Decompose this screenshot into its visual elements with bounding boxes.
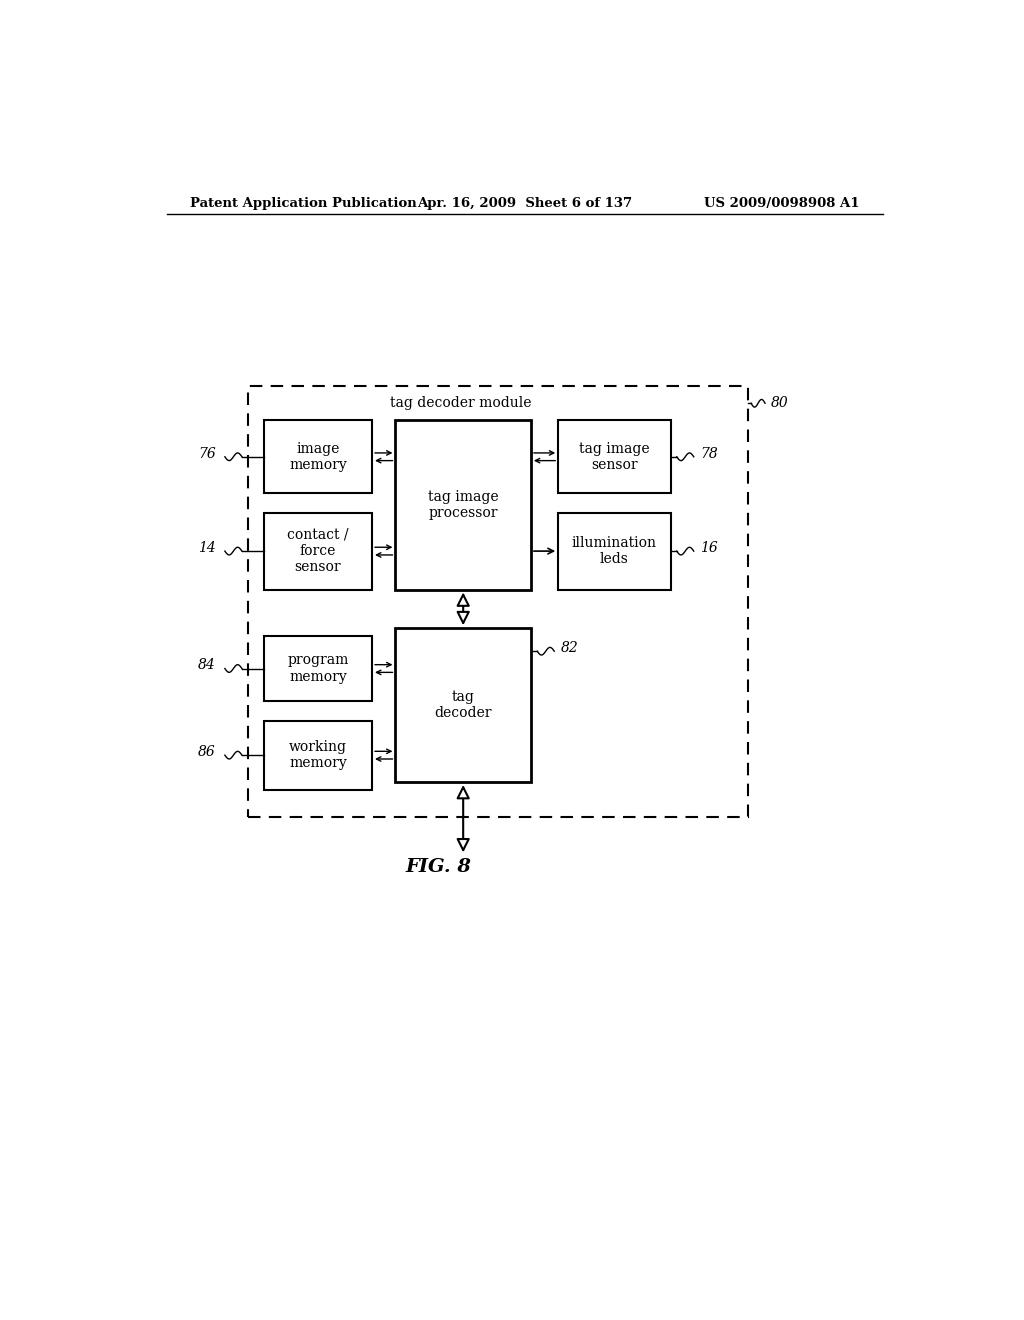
- Text: working
memory: working memory: [289, 741, 347, 771]
- Text: 14: 14: [198, 541, 216, 554]
- Text: 16: 16: [700, 541, 718, 554]
- Text: illumination
leds: illumination leds: [571, 536, 656, 566]
- Text: image
memory: image memory: [289, 442, 347, 471]
- Text: program
memory: program memory: [287, 653, 348, 684]
- Text: 86: 86: [198, 744, 216, 759]
- Text: tag image
sensor: tag image sensor: [579, 442, 649, 471]
- Text: 84: 84: [198, 659, 216, 672]
- Text: tag image
processor: tag image processor: [428, 490, 499, 520]
- Bar: [395, 420, 531, 590]
- Bar: [263, 420, 372, 494]
- Text: FIG. 8: FIG. 8: [406, 858, 471, 875]
- Bar: [263, 636, 372, 701]
- Text: 76: 76: [198, 446, 216, 461]
- Text: tag
decoder: tag decoder: [434, 690, 492, 721]
- Bar: [263, 721, 372, 789]
- Text: tag decoder module: tag decoder module: [390, 396, 532, 411]
- Text: 80: 80: [771, 396, 790, 411]
- Bar: [558, 420, 671, 494]
- Bar: [263, 512, 372, 590]
- Text: Apr. 16, 2009  Sheet 6 of 137: Apr. 16, 2009 Sheet 6 of 137: [417, 197, 633, 210]
- Text: Patent Application Publication: Patent Application Publication: [190, 197, 417, 210]
- Text: US 2009/0098908 A1: US 2009/0098908 A1: [705, 197, 859, 210]
- Bar: [395, 628, 531, 781]
- Text: 82: 82: [560, 642, 579, 655]
- Bar: [558, 512, 671, 590]
- Bar: [248, 385, 748, 817]
- Text: 78: 78: [700, 446, 718, 461]
- Text: contact /
force
sensor: contact / force sensor: [287, 528, 348, 574]
